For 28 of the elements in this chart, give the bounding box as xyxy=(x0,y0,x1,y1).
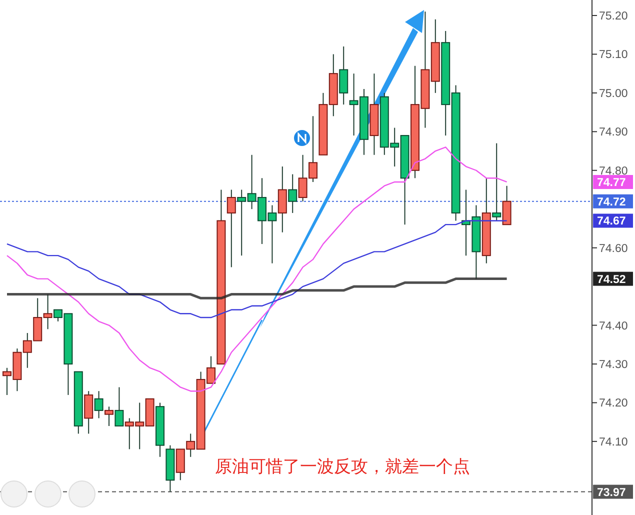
text: 74.52 xyxy=(597,274,626,286)
y-tick-label: 74.10 xyxy=(599,436,628,448)
line-series xyxy=(6,146,508,392)
y-tick-label: 75.00 xyxy=(599,88,628,100)
ref-line-label: 73.97 xyxy=(597,486,626,499)
candlestick xyxy=(288,174,298,214)
y-tick-label: 75.10 xyxy=(599,49,628,62)
candlestick xyxy=(94,390,104,419)
annotation: 原油可惜了一波反攻，就差一个点 xyxy=(215,457,470,477)
y-tick-label: 74.60 xyxy=(599,242,628,255)
line-series xyxy=(6,278,508,300)
text: 74.67 xyxy=(597,216,626,228)
y-tick-label: 74.30 xyxy=(599,358,628,371)
candlestick xyxy=(339,46,348,106)
text: 74.77 xyxy=(597,176,626,189)
candlestick xyxy=(278,166,287,233)
candlestick xyxy=(226,189,236,268)
candlestick xyxy=(104,406,114,426)
y-tick-label: 74.90 xyxy=(599,126,628,139)
candlestick xyxy=(492,142,502,222)
y-tick-label: 74.40 xyxy=(599,320,628,332)
y-tick-label: 75.20 xyxy=(599,10,628,22)
candlestick xyxy=(84,390,94,434)
candlestick xyxy=(502,185,512,226)
ref-line-label: 74.72 xyxy=(597,196,626,208)
y-tick-label: 74.20 xyxy=(599,398,628,410)
candlestick xyxy=(114,386,124,426)
y-tick-label: 74.80 xyxy=(599,165,628,178)
